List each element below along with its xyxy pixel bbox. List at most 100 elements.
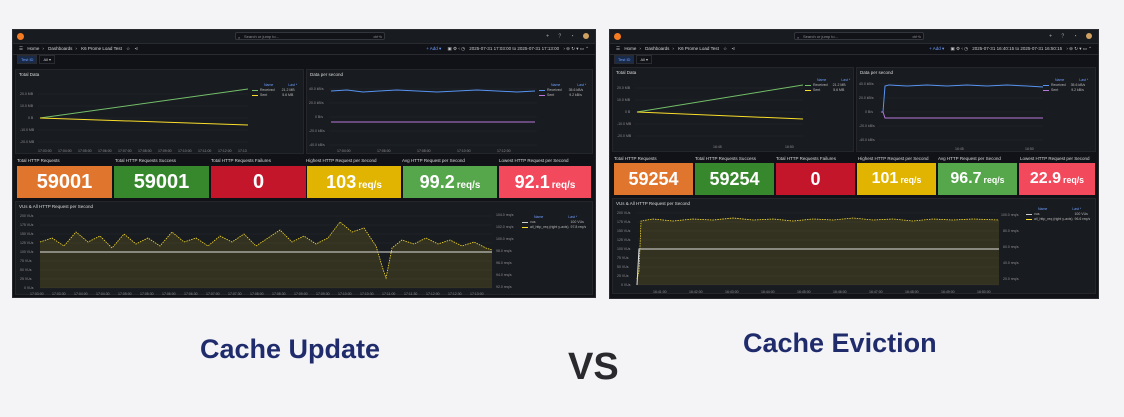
svg-text:100.0 req/s: 100.0 req/s	[1001, 213, 1019, 217]
settings-icon[interactable]: ⚙	[453, 46, 459, 51]
variable-bar: Test ID All ▾	[614, 55, 653, 64]
variable-select[interactable]: All ▾	[636, 55, 653, 64]
x-tick: 17:09:00	[158, 149, 172, 153]
tv-icon[interactable]: ▭ ⌃	[579, 46, 589, 51]
refresh-icon[interactable]: ↻ ▾	[1074, 46, 1083, 51]
series-sent	[881, 111, 1043, 119]
svg-text:100 VUs: 100 VUs	[617, 247, 631, 251]
svg-text:16:45: 16:45	[955, 147, 964, 151]
svg-text:92.0 req/s: 92.0 req/s	[496, 285, 512, 289]
svg-text:17:11:30: 17:11:30	[404, 292, 417, 296]
time-range-picker[interactable]: 2025-07-31 17:03:00 to 2025-07-31 17:13:…	[469, 46, 560, 51]
svg-text:175 VUs: 175 VUs	[20, 223, 34, 227]
top-icons[interactable]: + ? ◔	[1049, 33, 1092, 39]
avatar[interactable]	[583, 33, 589, 39]
svg-text:16:45:00: 16:45:00	[797, 290, 811, 294]
svg-text:17:04:00: 17:04:00	[337, 149, 351, 153]
svg-text:17:05:30: 17:05:30	[140, 292, 154, 296]
svg-text:0 VUs: 0 VUs	[24, 286, 34, 290]
svg-text:17:11:00: 17:11:00	[382, 292, 395, 296]
svg-text:16:50: 16:50	[1025, 147, 1034, 151]
grafana-logo-icon[interactable]	[17, 33, 24, 40]
save-icon[interactable]: ▣	[950, 46, 955, 51]
svg-text:16:42:00: 16:42:00	[689, 290, 703, 294]
svg-text:0 B: 0 B	[625, 110, 631, 114]
svg-text:17:10:30: 17:10:30	[360, 292, 374, 296]
x-tick: 17:06:00	[98, 149, 112, 153]
series-received	[636, 84, 804, 113]
dashboard-cache-update: ⌕ Search or jump to... ctrl+k + ? ◔ ☰ Ho…	[12, 29, 596, 298]
svg-text:200 VUs: 200 VUs	[20, 214, 34, 218]
breadcrumb: ☰ Home › Dashboards › K6 Prome Load Test ☆…	[610, 43, 1098, 55]
stat-requests-failures: 0	[211, 166, 306, 198]
breadcrumb-current: K6 Prome Load Test	[81, 46, 122, 51]
breadcrumb-home[interactable]: Home	[27, 46, 40, 51]
x-tick: 17:11:00	[198, 149, 211, 153]
svg-text:96.0 req/s: 96.0 req/s	[496, 261, 512, 265]
svg-text:125 VUs: 125 VUs	[20, 241, 34, 245]
star-icon[interactable]: ☆	[126, 46, 131, 51]
svg-text:60.0 req/s: 60.0 req/s	[1003, 245, 1019, 249]
svg-text:17:12:00: 17:12:00	[497, 149, 511, 153]
vus-panel: VUs & All HTTP Request per Second 200 VU…	[15, 201, 593, 296]
menu-icon[interactable]: ☰	[616, 46, 621, 51]
zoom-icon[interactable]: › ⊖	[1066, 46, 1073, 51]
svg-text:16:47:00: 16:47:00	[869, 290, 883, 294]
svg-text:0 VUs: 0 VUs	[621, 283, 631, 287]
variable-select[interactable]: All ▾	[39, 55, 56, 64]
search-icon: ⌕	[797, 35, 800, 40]
svg-text:94.0 req/s: 94.0 req/s	[496, 273, 512, 277]
avatar[interactable]	[1086, 33, 1092, 39]
grafana-logo-icon[interactable]	[614, 33, 621, 40]
breadcrumb-current: K6 Prome Load Test	[678, 46, 719, 51]
svg-text:102.0 req/s: 102.0 req/s	[496, 225, 514, 229]
time-range-picker[interactable]: 2025-07-31 16:40:15 to 2025-07-31 16:50:…	[972, 46, 1063, 51]
svg-text:150 VUs: 150 VUs	[617, 229, 631, 233]
zoom-icon[interactable]: › ⊖	[563, 46, 570, 51]
svg-text:200 VUs: 200 VUs	[617, 211, 631, 215]
add-button[interactable]: + Add ▾	[929, 46, 945, 51]
svg-text:17:06:30: 17:06:30	[184, 292, 198, 296]
svg-text:17:09:30: 17:09:30	[316, 292, 330, 296]
variable-bar: Test ID All ▾	[17, 55, 56, 64]
series-sent	[636, 111, 804, 120]
svg-text:125 VUs: 125 VUs	[617, 238, 631, 242]
svg-text:-20.0 kB/s: -20.0 kB/s	[859, 124, 875, 128]
share-icon[interactable]: ⋖	[134, 46, 139, 51]
add-button[interactable]: + Add ▾	[426, 46, 442, 51]
svg-text:0 B/s: 0 B/s	[315, 115, 323, 119]
cache-eviction-label: Cache Eviction	[743, 328, 937, 358]
stat-total-requests: 59254	[614, 163, 693, 195]
svg-text:20.0 kB/s: 20.0 kB/s	[859, 96, 874, 100]
top-icons[interactable]: + ? ◔	[546, 33, 589, 39]
breadcrumb-dashboards[interactable]: Dashboards	[48, 46, 73, 51]
svg-text:0 B/s: 0 B/s	[865, 110, 873, 114]
breadcrumb-dashboards[interactable]: Dashboards	[645, 46, 670, 51]
tv-icon[interactable]: ▭ ⌃	[1082, 46, 1092, 51]
refresh-icon[interactable]: ↻ ▾	[571, 46, 580, 51]
stat-lowest-rps: 22.9 req/s	[1019, 163, 1095, 195]
data-per-second-panel: Data per second 40.0 kB/s 20.0 kB/s 0 B/…	[306, 69, 593, 154]
clock-icon[interactable]: ‹ ◷	[458, 46, 466, 51]
svg-text:17:03:00: 17:03:00	[30, 292, 44, 296]
stat-avg-rps: 99.2 req/s	[403, 166, 497, 198]
x-tick: 17:07:00	[118, 149, 132, 153]
svg-text:17:03:30: 17:03:30	[52, 292, 66, 296]
svg-text:75 VUs: 75 VUs	[617, 256, 629, 260]
share-icon[interactable]: ⋖	[731, 46, 736, 51]
svg-text:50 VUs: 50 VUs	[617, 265, 629, 269]
svg-text:20.0 req/s: 20.0 req/s	[1003, 277, 1019, 281]
search-input[interactable]: ⌕ Search or jump to... ctrl+k	[794, 32, 924, 40]
clock-icon[interactable]: ‹ ◷	[961, 46, 969, 51]
breadcrumb-home[interactable]: Home	[624, 46, 637, 51]
svg-text:80.0 req/s: 80.0 req/s	[1003, 229, 1019, 233]
svg-text:40.0 req/s: 40.0 req/s	[1003, 261, 1019, 265]
svg-text:10.0 MB: 10.0 MB	[617, 98, 631, 102]
settings-icon[interactable]: ⚙	[956, 46, 962, 51]
star-icon[interactable]: ☆	[723, 46, 728, 51]
svg-text:17:06:00: 17:06:00	[162, 292, 176, 296]
save-icon[interactable]: ▣	[447, 46, 452, 51]
series-received	[881, 84, 1044, 113]
search-input[interactable]: ⌕ Search or jump to... ctrl+k	[235, 32, 385, 40]
menu-icon[interactable]: ☰	[19, 46, 24, 51]
